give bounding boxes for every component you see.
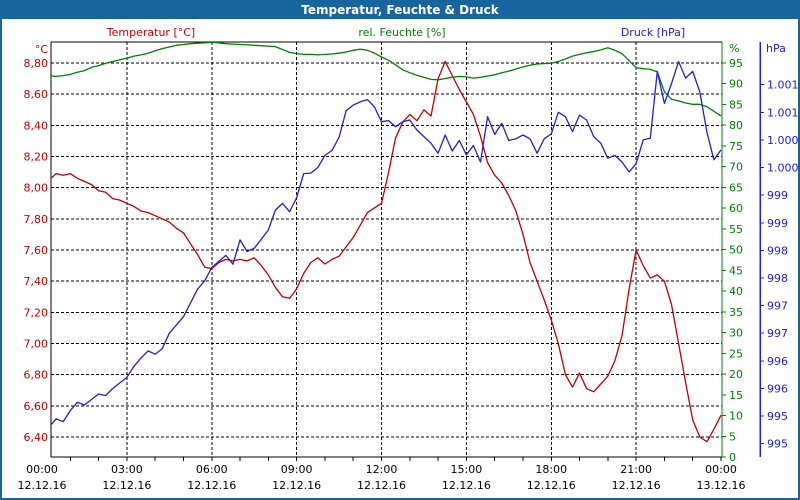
date-tick-label: 13.12.16 xyxy=(697,479,746,492)
time-tick-label: 21:00 xyxy=(620,463,652,476)
humidity-tick-label: 75 xyxy=(729,140,743,153)
temperature-tick-label: 8,20 xyxy=(24,151,49,164)
time-tick-label: 12:00 xyxy=(366,463,398,476)
pressure-tick-label: 1.001 xyxy=(767,79,799,92)
humidity-tick-label: 65 xyxy=(729,181,743,194)
legend-humidity: rel. Feuchte [%] xyxy=(358,26,446,39)
pressure-tick-label: 1.000 xyxy=(767,162,799,175)
pressure-tick-label: 998 xyxy=(767,244,788,257)
legend-temperature: Temperatur [°C] xyxy=(106,26,196,39)
time-tick-label: 03:00 xyxy=(111,463,143,476)
temperature-tick-label: 6,40 xyxy=(24,431,49,444)
time-tick-label: 18:00 xyxy=(535,463,567,476)
pressure-tick-label: 998 xyxy=(767,272,788,285)
humidity-tick-label: 95 xyxy=(729,57,743,70)
humidity-tick-label: 50 xyxy=(729,244,743,257)
humidity-tick-label: 45 xyxy=(729,264,743,277)
legend-pressure: Druck [hPa] xyxy=(620,26,686,39)
date-tick-label: 12.12.16 xyxy=(527,479,576,492)
temperature-tick-label: 6,60 xyxy=(24,400,49,413)
date-tick-label: 12.12.16 xyxy=(187,479,236,492)
temperature-tick-label: 7,20 xyxy=(24,306,49,319)
pressure-tick-label: 995 xyxy=(767,438,788,451)
humidity-tick-label: 10 xyxy=(729,410,743,423)
chart-generated-content: 8,80 8,60 8,40 8,20 8,00 7,80 7,60 7,40 7,20 7,00… xyxy=(18,41,799,492)
date-tick-label: 12.12.16 xyxy=(357,479,406,492)
temperature-tick-label: 7,60 xyxy=(24,244,49,257)
humidity-tick-label: 20 xyxy=(729,368,743,381)
pressure-tick-label: 997 xyxy=(767,300,788,313)
pressure-tick-label: 999 xyxy=(767,217,788,230)
date-tick-label: 12.12.16 xyxy=(18,479,67,492)
time-tick-label: 09:00 xyxy=(281,463,313,476)
humidity-tick-label: 55 xyxy=(729,223,743,236)
temperature-tick-label: 6,80 xyxy=(24,369,49,382)
temperature-axis-unit: °C xyxy=(35,43,49,56)
pressure-tick-label: 996 xyxy=(767,382,788,395)
temperature-tick-label: 7,00 xyxy=(24,338,49,351)
humidity-tick-label: 85 xyxy=(729,98,743,111)
date-tick-label: 12.12.16 xyxy=(102,479,151,492)
humidity-tick-label: 5 xyxy=(729,430,736,443)
humidity-tick-label: 0 xyxy=(729,451,736,464)
temperature-tick-label: 7,80 xyxy=(24,213,49,226)
temperature-tick-label: 8,60 xyxy=(24,88,49,101)
time-tick-label: 06:00 xyxy=(196,463,228,476)
date-tick-label: 12.12.16 xyxy=(442,479,491,492)
humidity-tick-label: 25 xyxy=(729,347,743,360)
humidity-tick-label: 35 xyxy=(729,306,743,319)
humidity-tick-label: 60 xyxy=(729,202,743,215)
date-tick-label: 12.12.16 xyxy=(272,479,321,492)
humidity-axis-unit: % xyxy=(729,42,739,55)
temperature-tick-label: 8,40 xyxy=(24,119,49,132)
date-tick-label: 12.12.16 xyxy=(612,479,661,492)
pressure-tick-label: 1.000 xyxy=(767,134,799,147)
time-tick-label: 00:00 xyxy=(26,463,58,476)
humidity-tick-label: 80 xyxy=(729,119,743,132)
pressure-series-line xyxy=(51,60,722,426)
window-title: Temperatur, Feuchte & Druck xyxy=(301,3,499,17)
temperature-tick-label: 8,00 xyxy=(24,182,49,195)
pressure-tick-label: 997 xyxy=(767,327,788,340)
temperature-series-line xyxy=(51,60,722,443)
temperature-tick-label: 8,80 xyxy=(24,57,49,70)
pressure-tick-label: 996 xyxy=(767,355,788,368)
title-bar: Temperatur, Feuchte & Druck xyxy=(2,2,798,19)
humidity-series-line xyxy=(51,42,722,117)
humidity-tick-label: 70 xyxy=(729,161,743,174)
pressure-axis-unit: hPa xyxy=(766,42,786,55)
pressure-tick-label: 1.001 xyxy=(767,106,799,119)
humidity-tick-label: 90 xyxy=(729,78,743,91)
time-tick-label: 15:00 xyxy=(451,463,483,476)
pressure-tick-label: 995 xyxy=(767,410,788,423)
humidity-tick-label: 15 xyxy=(729,389,743,402)
time-tick-label: 00:00 xyxy=(705,463,737,476)
humidity-tick-label: 40 xyxy=(729,285,743,298)
temperature-tick-label: 7,40 xyxy=(24,275,49,288)
humidity-tick-label: 30 xyxy=(729,327,743,340)
pressure-tick-label: 999 xyxy=(767,189,788,202)
